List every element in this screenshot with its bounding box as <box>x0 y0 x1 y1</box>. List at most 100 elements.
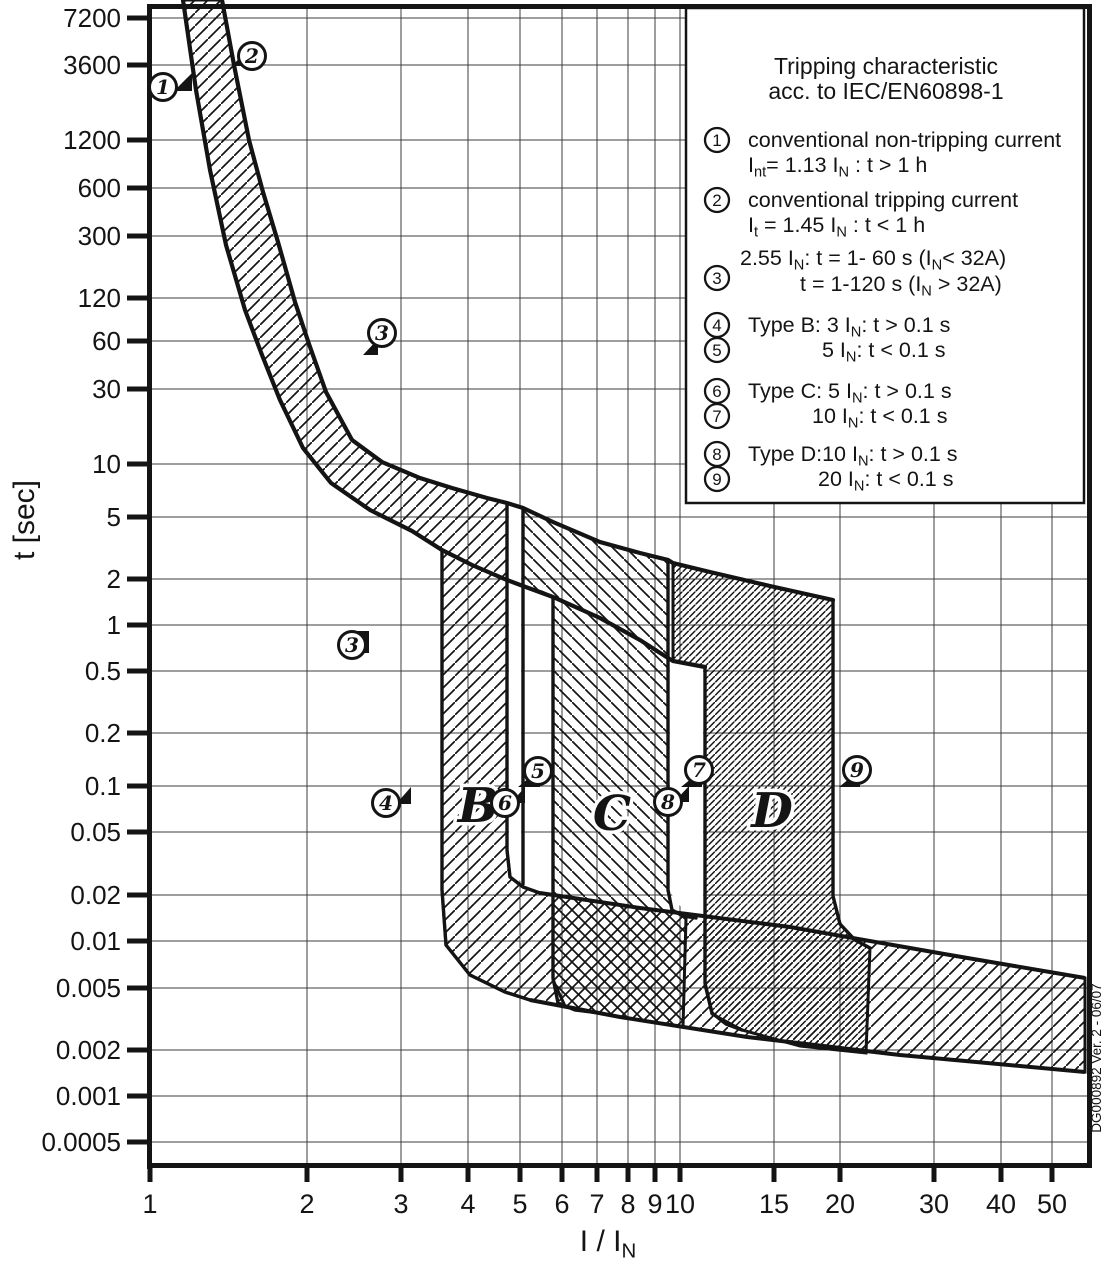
legend-entry: 5 IN​: t < 0.1 s <box>822 338 946 366</box>
x-axis-labels: 1 2 3 4 5 6 7 8 9 10 15 20 30 40 50 <box>142 1189 1067 1219</box>
legend-number-circle <box>703 186 731 214</box>
marker-number: 3 <box>345 633 359 657</box>
y-tick-label: 600 <box>78 173 121 203</box>
x-tick-label: 3 <box>393 1189 408 1219</box>
y-tick <box>127 622 151 628</box>
y-tick <box>127 576 151 582</box>
legend-entry: 10 IN​: t < 0.1 s <box>812 404 947 432</box>
x-tick <box>304 1163 310 1182</box>
legend-number: 3 <box>712 269 721 288</box>
x-axis-line <box>147 1163 1092 1168</box>
legend-entry: Int​= 1.13 IN​ : t > 1 h <box>748 153 927 181</box>
marker-5: 5 <box>518 756 553 787</box>
marker-number: 2 <box>244 44 259 68</box>
magnetic-trip-drop <box>440 548 532 1002</box>
tolerance-gap <box>509 505 521 882</box>
x-tick-label: 2 <box>299 1189 314 1219</box>
y-tick-label: 7200 <box>63 3 121 33</box>
marker-circle <box>371 788 401 818</box>
y-tick <box>127 1093 151 1099</box>
legend-number: 9 <box>712 470 721 489</box>
top-border <box>147 4 1092 9</box>
legend-entry: Type C: 5 IN​: t > 0.1 s <box>748 379 952 407</box>
y-tick-label: 0.2 <box>85 718 121 748</box>
x-tick <box>837 1163 843 1182</box>
legend-entry: t = 1-120 s (IN​ > 32A) <box>800 272 1002 300</box>
y-tick-label: 0.05 <box>70 817 121 847</box>
x-tick <box>677 1163 683 1182</box>
tolerance-gap <box>670 564 703 917</box>
document-reference: DG000892 Ver. 2 - 06/07 <box>1089 983 1104 1132</box>
y-tick <box>127 1139 151 1145</box>
y-axis-title: t [sec] <box>8 480 41 560</box>
y-tick <box>127 15 151 21</box>
legend-number-circle <box>703 126 731 154</box>
marker-circle <box>237 41 267 71</box>
marker-circle <box>148 72 178 102</box>
y-tick-label: 3600 <box>63 50 121 80</box>
x-tick <box>931 1163 937 1182</box>
legend-entry: 2.55 IN​: t = 1- 60 s (IN​< 32A) <box>740 246 1006 274</box>
x-tick <box>398 1163 404 1182</box>
marker-3: 3 <box>337 630 369 660</box>
y-tick-label: 30 <box>92 374 121 404</box>
marker-circle <box>337 630 367 660</box>
y-tick-label: 10 <box>92 449 121 479</box>
legend-entry: Type B: 3 IN​: t > 0.1 s <box>748 313 950 341</box>
x-tick <box>1049 1163 1055 1182</box>
legend-title: Tripping characteristic <box>774 53 998 79</box>
y-tick <box>127 295 151 301</box>
y-axis-labels: 7200 3600 1200 600 300 120 60 30 10 5 2 1 0.5 0.2 0.1 0… <box>41 3 121 1157</box>
y-tick-label: 1 <box>107 610 121 640</box>
marker-circle <box>523 756 553 786</box>
x-tick <box>465 1163 471 1182</box>
legend-number-circle <box>703 465 731 493</box>
x-tick-label: 1 <box>142 1189 157 1219</box>
y-tick-label: 0.5 <box>85 656 121 686</box>
marker-number: 9 <box>850 758 864 782</box>
marker-2: 2 <box>232 41 267 71</box>
marker-number: 7 <box>692 758 706 782</box>
y-tick <box>127 514 151 520</box>
instantaneous-band-bottom <box>529 998 1086 1074</box>
band-letter-d: D <box>749 783 793 839</box>
marker-flag <box>174 73 192 91</box>
x-tick-label: 6 <box>554 1189 569 1219</box>
y-tick-label: 0.01 <box>70 926 121 956</box>
y-tick <box>127 461 151 467</box>
y-tick-label: 120 <box>78 283 121 313</box>
magnetic-trip-drop <box>703 665 744 1032</box>
y-tick <box>127 62 151 68</box>
legend-number: 8 <box>712 445 721 464</box>
y-tick <box>127 730 151 736</box>
x-tick-label: 10 <box>665 1189 695 1219</box>
y-tick <box>127 137 151 143</box>
legend-number-circle <box>703 264 731 292</box>
x-tick-label: 50 <box>1037 1189 1067 1219</box>
y-tick-label: 0.1 <box>85 771 121 801</box>
marker-1: 1 <box>148 72 192 102</box>
marker-circle <box>684 755 714 785</box>
magnetic-trip-drop <box>666 558 698 920</box>
x-tick-label: 4 <box>460 1189 475 1219</box>
marker-number: 1 <box>156 75 170 99</box>
y-tick-label: 300 <box>78 221 121 251</box>
y-tick-label: 0.0005 <box>41 1127 121 1157</box>
marker-number: 4 <box>379 791 393 815</box>
legend-entry: conventional non-tripping current <box>748 128 1061 152</box>
y-tick <box>127 185 151 191</box>
marker-3: 3 <box>363 318 397 355</box>
x-tick-label: 20 <box>825 1189 855 1219</box>
x-tick <box>652 1163 658 1182</box>
legend-number: 6 <box>712 382 721 401</box>
marker-number: 6 <box>498 791 512 815</box>
legend-entry: conventional tripping current <box>748 188 1018 212</box>
x-tick-label: 9 <box>647 1189 662 1219</box>
band-letter-c: C <box>593 786 631 842</box>
x-tick <box>771 1163 777 1182</box>
marker-4: 4 <box>371 787 411 818</box>
marker-number: 8 <box>660 790 675 814</box>
y-tick-label: 60 <box>92 326 121 356</box>
